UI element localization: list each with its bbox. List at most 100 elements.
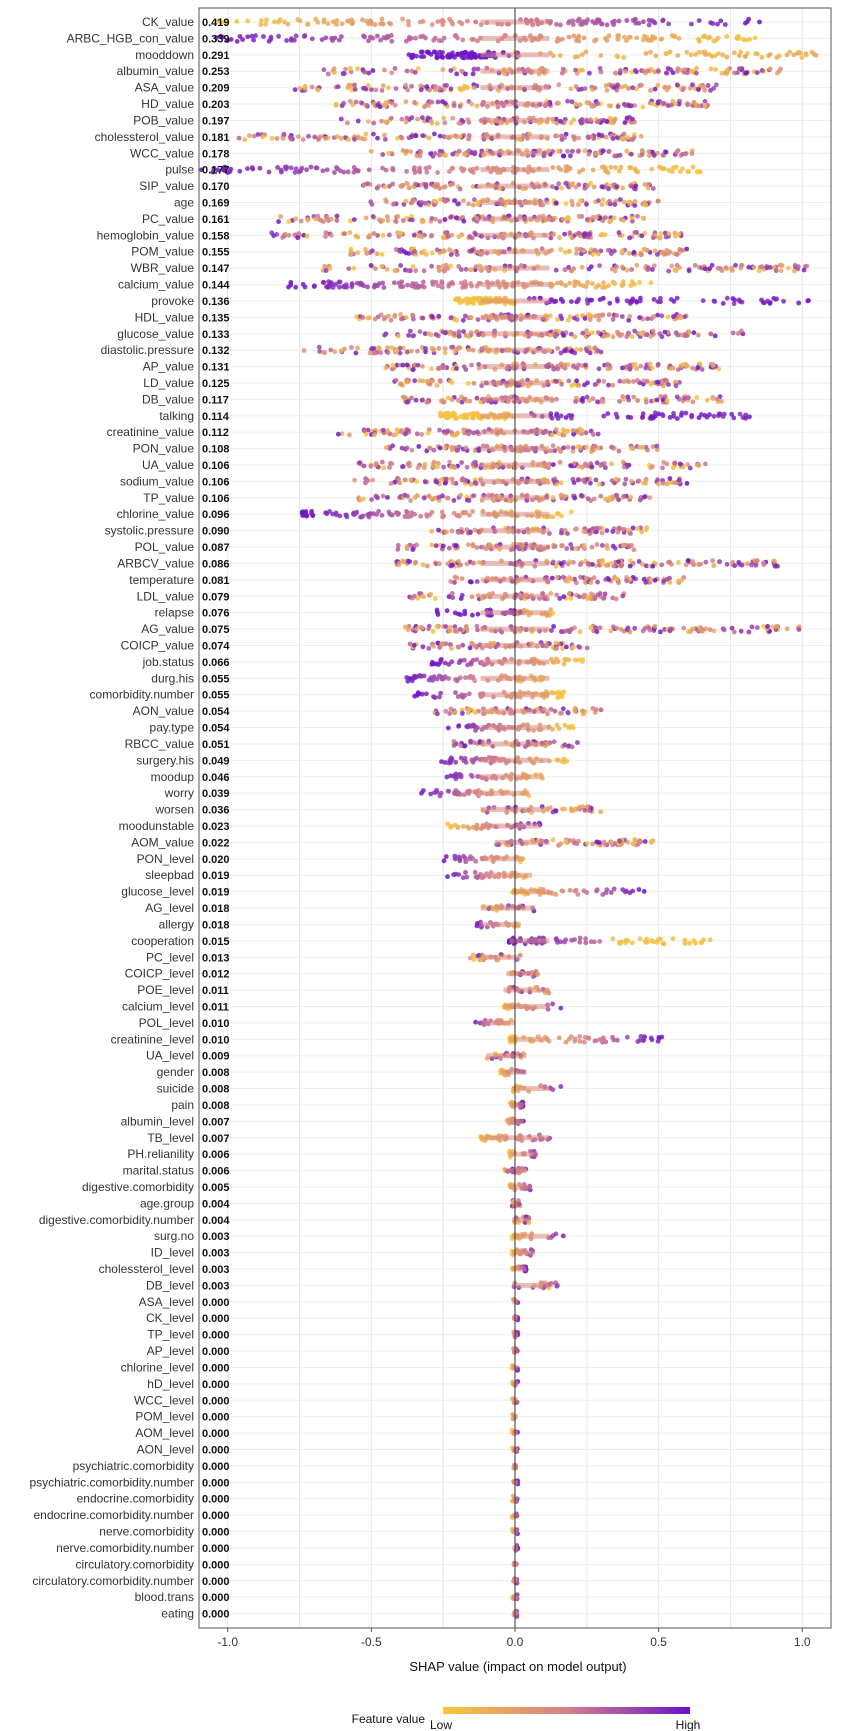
shap-point bbox=[658, 231, 664, 237]
shap-point bbox=[424, 691, 429, 697]
shap-point bbox=[559, 381, 564, 387]
shap-point bbox=[434, 383, 440, 388]
shap-point bbox=[420, 33, 426, 39]
shap-point bbox=[631, 135, 637, 141]
shap-point bbox=[614, 414, 620, 420]
shap-point bbox=[363, 131, 369, 137]
shap-point bbox=[400, 464, 406, 469]
shap-point bbox=[443, 153, 449, 159]
shap-point bbox=[550, 165, 556, 170]
shap-point bbox=[414, 542, 419, 548]
shap-point bbox=[635, 378, 640, 383]
shap-point bbox=[627, 201, 633, 206]
shap-point bbox=[474, 623, 480, 629]
shap-point bbox=[592, 38, 597, 44]
shap-point bbox=[575, 298, 581, 304]
shap-point bbox=[466, 298, 472, 304]
shap-point bbox=[590, 214, 596, 220]
shap-point bbox=[412, 593, 417, 599]
shap-point bbox=[371, 120, 377, 126]
shap-point bbox=[457, 186, 463, 192]
shap-point bbox=[650, 328, 656, 334]
shap-point bbox=[640, 215, 646, 221]
shap-point bbox=[609, 461, 614, 467]
shap-point bbox=[253, 33, 258, 39]
shap-point bbox=[447, 459, 452, 465]
shap-point bbox=[459, 21, 465, 27]
shap-point bbox=[735, 70, 740, 76]
shap-point bbox=[674, 252, 680, 257]
shap-point bbox=[663, 70, 669, 76]
shap-point bbox=[578, 22, 583, 27]
shap-point bbox=[284, 164, 290, 170]
shap-point bbox=[620, 459, 626, 465]
shap-point bbox=[400, 148, 406, 153]
shap-point bbox=[652, 624, 658, 629]
shap-point bbox=[370, 35, 376, 41]
shap-point bbox=[430, 629, 436, 634]
shap-point bbox=[304, 167, 309, 173]
shap-point bbox=[573, 546, 579, 551]
shap-point bbox=[775, 563, 780, 569]
shap-point bbox=[676, 477, 682, 483]
shap-point bbox=[411, 316, 416, 322]
shap-point bbox=[416, 444, 422, 449]
shap-point bbox=[437, 133, 443, 139]
shap-point bbox=[441, 641, 447, 647]
shap-point bbox=[251, 37, 256, 43]
shap-point bbox=[623, 103, 629, 108]
shap-point bbox=[259, 18, 264, 23]
shap-point bbox=[576, 87, 582, 92]
shap-point bbox=[463, 624, 469, 629]
shap-point bbox=[324, 214, 330, 220]
shap-point bbox=[608, 628, 614, 634]
shap-point bbox=[470, 184, 476, 189]
shap-point bbox=[215, 18, 221, 24]
shap-point bbox=[787, 49, 792, 55]
shap-point bbox=[676, 232, 682, 237]
shap-point bbox=[441, 513, 446, 519]
shap-point bbox=[471, 85, 477, 90]
shap-point bbox=[432, 198, 438, 204]
shap-point bbox=[319, 37, 325, 42]
shap-point bbox=[371, 231, 377, 236]
shap-point bbox=[598, 463, 603, 468]
shap-point bbox=[599, 184, 605, 190]
shap-point bbox=[280, 235, 285, 241]
shap-point bbox=[594, 542, 600, 547]
shap-point bbox=[368, 263, 374, 268]
shap-point bbox=[641, 246, 647, 252]
shap-point bbox=[579, 397, 585, 403]
shap-point bbox=[388, 21, 394, 27]
shap-point bbox=[439, 280, 445, 286]
shap-point bbox=[429, 366, 434, 372]
shap-point bbox=[452, 465, 458, 470]
shap-point bbox=[418, 149, 423, 155]
shap-point bbox=[399, 135, 405, 141]
shap-point bbox=[599, 133, 605, 139]
shap-point bbox=[652, 69, 658, 75]
shap-point bbox=[658, 629, 663, 635]
shap-point bbox=[681, 625, 687, 631]
shap-point bbox=[686, 268, 692, 274]
shap-point bbox=[355, 168, 361, 174]
shap-point bbox=[412, 495, 418, 500]
shap-point bbox=[767, 66, 773, 72]
shap-point bbox=[568, 268, 574, 274]
shap-point bbox=[688, 68, 694, 74]
shap-point bbox=[413, 133, 419, 139]
shap-point bbox=[568, 576, 574, 582]
shap-point bbox=[560, 216, 566, 222]
shap-point bbox=[670, 465, 676, 471]
shap-point bbox=[404, 544, 410, 549]
shap-point bbox=[424, 84, 430, 89]
shap-point bbox=[288, 282, 294, 288]
shap-point bbox=[320, 219, 326, 225]
shap-point bbox=[282, 19, 287, 25]
shap-point bbox=[724, 561, 730, 567]
shap-point bbox=[558, 350, 564, 356]
shap-point bbox=[724, 34, 730, 39]
shap-point bbox=[757, 19, 762, 25]
shap-point bbox=[419, 625, 425, 631]
shap-point bbox=[365, 119, 371, 124]
